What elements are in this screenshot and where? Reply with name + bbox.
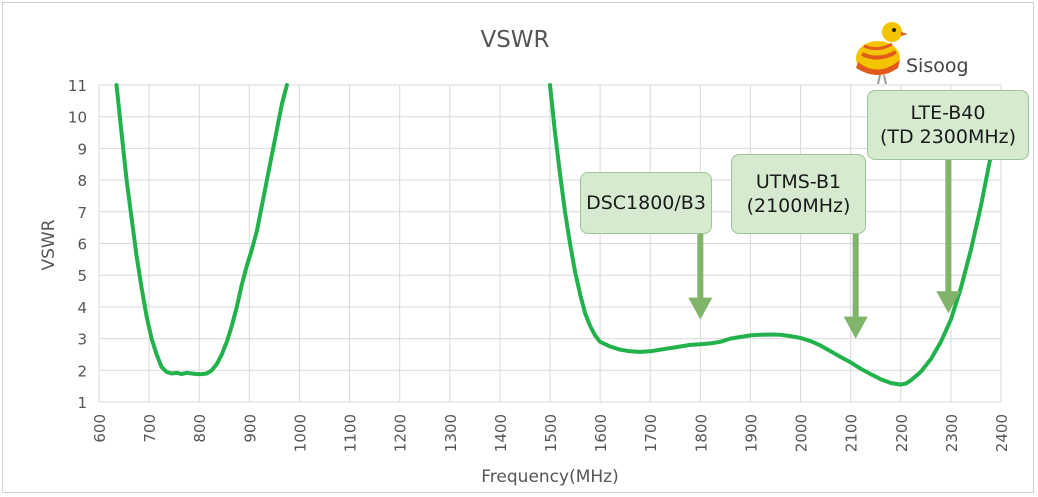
annotation-box: LTE-B40 (TD 2300MHz) xyxy=(867,90,1029,160)
y-tick-label: 6 xyxy=(77,236,87,254)
annotation-arrowhead xyxy=(843,316,868,339)
x-tick-label: 800 xyxy=(191,414,209,443)
annotation-text: UTMS-B1 xyxy=(755,171,842,193)
x-axis-label: Frequency(MHz) xyxy=(481,467,618,487)
x-tick-label: 1500 xyxy=(542,414,560,452)
vswr-series-line xyxy=(548,83,998,387)
x-tick-label: 600 xyxy=(91,414,109,443)
x-tick-label: 1700 xyxy=(642,414,660,452)
x-tick-label: 1000 xyxy=(291,414,309,452)
annotation-arrowhead xyxy=(688,297,713,320)
annotation-box: UTMS-B1 (2100MHz) xyxy=(731,154,866,234)
bird-logo-icon: Sisoog xyxy=(856,22,969,85)
y-tick-label: 3 xyxy=(77,331,87,349)
x-tick-label: 2200 xyxy=(893,414,911,452)
y-tick-label: 11 xyxy=(68,77,87,95)
x-tick-label: 1300 xyxy=(442,414,460,452)
x-tick-label: 1800 xyxy=(692,414,710,452)
y-axis-label: VSWR xyxy=(39,219,59,270)
annotation-text: (TD 2300MHz) xyxy=(879,126,1017,148)
vswr-series-line xyxy=(114,83,289,377)
logo-text: Sisoog xyxy=(906,55,969,77)
x-tick-label: 900 xyxy=(241,414,259,443)
y-tick-label: 2 xyxy=(77,362,87,380)
x-tick-label: 2400 xyxy=(993,414,1011,452)
annotation-text: DSC1800/B3 xyxy=(586,192,706,214)
y-tick-label: 1 xyxy=(77,394,87,412)
y-tick-label: 10 xyxy=(68,109,87,127)
y-tick-label: 8 xyxy=(77,172,87,190)
annotation-text: (2100MHz) xyxy=(746,195,851,217)
annotation-arrowhead xyxy=(936,291,961,314)
x-tick-label: 1200 xyxy=(392,414,410,452)
x-tick-label: 1400 xyxy=(492,414,510,452)
x-tick-label: 2000 xyxy=(793,414,811,452)
annotation-box: DSC1800/B3 xyxy=(580,172,712,234)
chart-title: VSWR xyxy=(480,27,549,53)
x-tick-label: 700 xyxy=(141,414,159,443)
x-tick-label: 2100 xyxy=(843,414,861,452)
sisoog-logo: Sisoog xyxy=(850,18,970,88)
y-tick-label: 7 xyxy=(77,204,87,222)
x-tick-label: 2300 xyxy=(943,414,961,452)
y-tick-label: 4 xyxy=(77,299,87,317)
x-tick-label: 1900 xyxy=(742,414,760,452)
x-tick-label: 1100 xyxy=(342,414,360,452)
x-tick-label: 1600 xyxy=(592,414,610,452)
y-tick-label: 9 xyxy=(77,140,87,158)
y-tick-label: 5 xyxy=(77,267,87,285)
annotation-text: LTE-B40 xyxy=(910,102,986,124)
